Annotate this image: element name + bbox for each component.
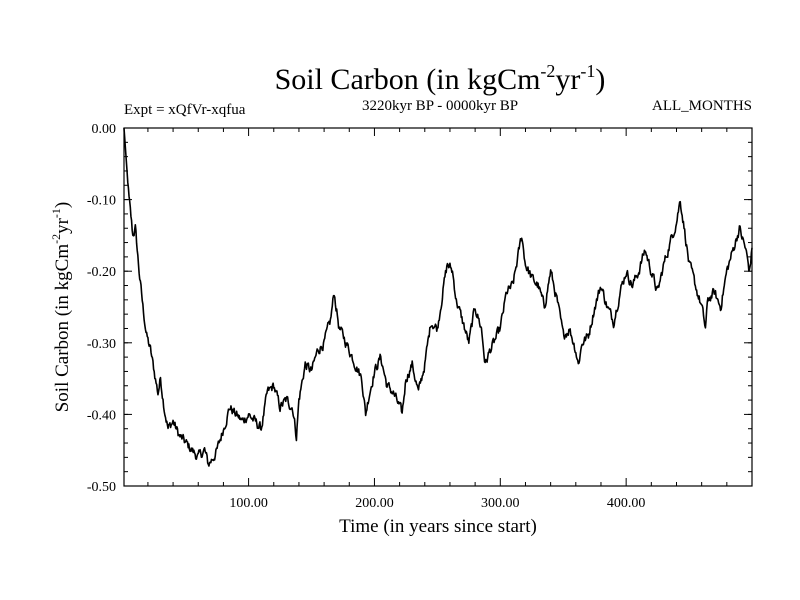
chart-title: Soil Carbon (in kgCm-2yr-1) [275, 61, 606, 96]
months-label: ALL_MONTHS [652, 98, 752, 114]
x-tick-label: 400.00 [607, 496, 646, 511]
y-tick-label: 0.00 [92, 122, 117, 137]
experiment-label: Expt = xQfVr-xqfua [124, 102, 246, 118]
y-tick-label: -0.20 [87, 265, 116, 280]
period-label: 3220kyr BP - 0000kyr BP [362, 98, 518, 114]
y-tick-label: -0.40 [87, 408, 116, 423]
x-tick-label: 200.00 [355, 496, 394, 511]
x-axis-label: Time (in years since start) [339, 516, 537, 537]
y-tick-label: -0.30 [87, 337, 116, 352]
series-line-soil-carbon [123, 127, 753, 467]
y-tick-label: -0.50 [87, 480, 116, 495]
axis-ticks: 0.00 -0.10 -0.20 -0.30 -0.40 -0.50 100.00 200.0… [87, 122, 752, 511]
plot-frame [123, 127, 753, 487]
y-tick-label: -0.10 [87, 194, 116, 209]
x-tick-label: 100.00 [229, 496, 268, 511]
series-group [123, 127, 753, 467]
y-axis-label: Soil Carbon (in kgCm-2yr-1) [49, 202, 73, 413]
x-tick-label: 300.00 [481, 496, 520, 511]
